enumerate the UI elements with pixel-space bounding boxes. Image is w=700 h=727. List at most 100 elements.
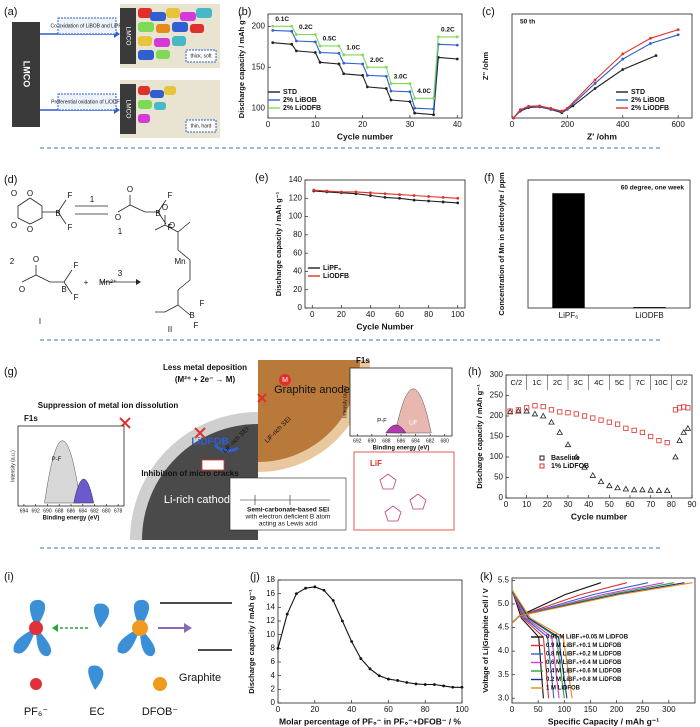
data-point — [621, 68, 625, 71]
note: Less metal deposition — [163, 363, 247, 372]
atom: O — [11, 189, 17, 198]
data-point — [359, 657, 363, 660]
data-point — [318, 44, 322, 48]
data-point — [350, 640, 353, 643]
y-tick-label: 5.0 — [498, 599, 510, 608]
annotation: 50 th — [520, 19, 535, 26]
atom: O — [11, 221, 17, 230]
x-tick-label: 20 — [543, 500, 552, 509]
data-point — [384, 74, 388, 78]
process-box — [57, 17, 117, 35]
data-point — [413, 96, 417, 100]
process-text: Preferential oxidation of LiODFB — [51, 99, 123, 105]
data-point — [337, 62, 341, 66]
data-point — [672, 453, 679, 460]
x-tick-label: 40 — [453, 120, 462, 129]
sei-box-text: acting as Lewis acid — [259, 521, 318, 528]
data-point — [432, 96, 436, 100]
atom: O — [169, 221, 175, 230]
y-axis-label: Discharge capacity / mAh g⁻¹ — [274, 191, 283, 296]
y-tick-label: 4 — [271, 671, 276, 680]
data-point — [539, 412, 547, 419]
legend-label: 1 M LiDFOB — [546, 686, 581, 692]
rate-label: 10C — [654, 378, 668, 387]
arrowhead — [52, 624, 58, 632]
data-point — [354, 190, 358, 194]
atom: B — [55, 209, 60, 218]
data-point — [398, 193, 401, 197]
y-tick-label: 14 — [266, 602, 275, 611]
x-tick-label: LiODFB — [635, 311, 663, 320]
data-point — [322, 588, 326, 592]
ec-molecule — [13, 599, 156, 690]
panel-label: (j) — [250, 571, 260, 583]
data-point — [655, 487, 663, 494]
y-tick-label: 50 — [494, 473, 503, 482]
x-tick-label: 682 — [90, 508, 99, 514]
data-point — [427, 195, 431, 198]
x-axis-label: Z' /ohm — [587, 131, 617, 141]
chart: (j) 0 2 4 6 8 10 12 14 16 18 0 20 40 60 80 100 Molar perc… — [247, 571, 469, 726]
data-point — [342, 72, 346, 76]
y-tick-label: 120 — [289, 193, 303, 202]
y-tick-label: 16 — [266, 589, 275, 598]
arrowhead — [136, 279, 141, 285]
peak-label: P-F — [52, 457, 62, 463]
rate-label: C/2 — [510, 378, 522, 387]
structure — [379, 473, 427, 522]
atom: O — [33, 255, 39, 264]
atom: F — [168, 223, 173, 232]
peak-label: LiF — [84, 474, 93, 480]
legend-label: 0.8 M LiBF₄+0.2 M LiDFOB — [546, 652, 622, 658]
chart: (e) 0 20 40 60 80 100 120 140 0 20 40 60 80 100 Cycle N… — [255, 172, 466, 331]
panel-label: (e) — [255, 172, 268, 184]
metal-atom — [279, 374, 291, 386]
plot-frame — [527, 179, 691, 309]
data-point — [294, 33, 298, 36]
series-line — [277, 586, 462, 688]
x-axis-label: Cycle number — [337, 131, 394, 141]
y-tick-label: 250 — [490, 391, 504, 400]
data-point — [413, 111, 417, 115]
data-point — [527, 104, 531, 108]
plot-frame — [267, 13, 463, 119]
rate-label: 1.0C — [346, 45, 360, 52]
bar — [552, 193, 585, 308]
inset-title: F1s — [356, 356, 370, 365]
data-point — [436, 35, 440, 39]
data-point — [295, 592, 298, 596]
y-tick-label: 0 — [499, 493, 504, 502]
y-tick-label: 2 — [271, 684, 276, 693]
data-point — [557, 409, 563, 415]
x-tick-label: 60 — [395, 310, 404, 319]
atom: F — [74, 293, 79, 302]
data-point — [369, 194, 372, 197]
data-point — [621, 52, 625, 56]
legend-swatch — [539, 463, 545, 469]
data-point — [639, 486, 646, 493]
y-tick-label: 3.0 — [498, 693, 510, 702]
y-tick-label: 140 — [289, 175, 303, 184]
data-point — [271, 28, 275, 32]
x-tick-label: 400 — [616, 120, 630, 129]
atom: B — [61, 285, 66, 294]
panel-g: (g) Less metal deposition (M²⁺ + 2e⁻ → M)… — [4, 356, 455, 540]
y-tick-label: 18 — [266, 575, 275, 584]
atom: F — [68, 191, 73, 200]
x-tick-label: 0 — [510, 705, 515, 714]
peak — [394, 388, 432, 434]
atom: F — [200, 299, 205, 308]
data-point — [523, 407, 530, 414]
legend-label: 2% LiODFB — [631, 105, 669, 112]
peak-label: P-F — [377, 419, 387, 425]
legend-label: 2% LiBOB — [631, 97, 665, 104]
data-point — [676, 33, 680, 37]
data-point — [597, 478, 605, 484]
film-box — [185, 119, 217, 133]
x-axis-label: Cycle Number — [356, 321, 414, 331]
reaction-number: II — [168, 325, 172, 334]
legend-label: 0.6 M LiBF₄+0.4 M LiDFOB — [546, 660, 622, 666]
data-point — [304, 586, 307, 590]
data-point — [318, 60, 322, 64]
